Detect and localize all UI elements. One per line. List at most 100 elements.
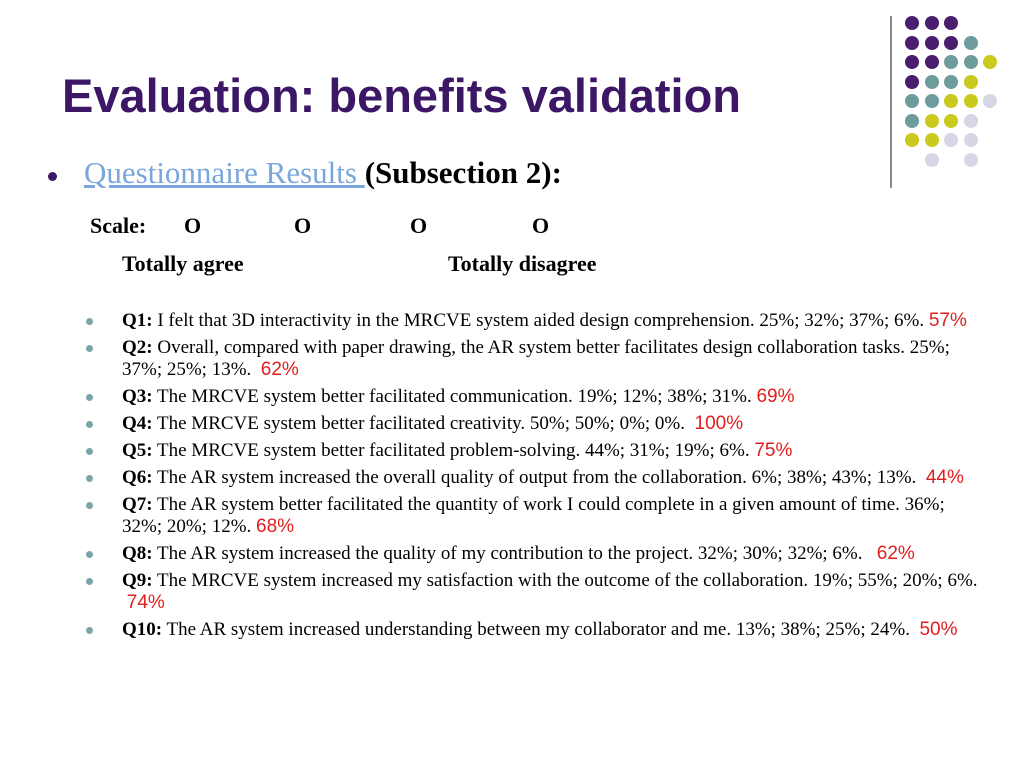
decorative-dot: [924, 94, 939, 108]
question-label: Q6:: [122, 467, 153, 488]
decorative-dot: [905, 16, 919, 30]
decorative-dot: [944, 113, 958, 128]
question-item: Q6: The AR system increased the overall …: [86, 467, 986, 489]
bullet-icon: [86, 551, 93, 558]
decorative-dot: [905, 94, 919, 108]
decorative-dot: [944, 35, 958, 50]
question-label: Q7:: [122, 494, 153, 515]
question-text: The AR system increased understanding be…: [162, 619, 910, 640]
decorative-dot: [905, 74, 919, 89]
question-text: I felt that 3D interactivity in the MRCV…: [152, 310, 925, 331]
decorative-dot: [983, 94, 997, 108]
decorative-dot: [924, 133, 939, 147]
scale-option-1: O: [184, 213, 202, 238]
question-item: Q8: The AR system increased the quality …: [86, 543, 986, 565]
scale-left-label: Totally agree: [122, 251, 244, 276]
agreement-percent: 62%: [260, 359, 299, 380]
divider-line: [890, 16, 892, 188]
decorative-dot: [963, 94, 978, 108]
question-item: Q10: The AR system increased understandi…: [86, 619, 986, 641]
decorative-dot: [963, 35, 978, 50]
bullet-icon: [86, 475, 93, 482]
decorative-dot: [924, 113, 939, 128]
question-label: Q8:: [122, 543, 153, 564]
question-label: Q2:: [122, 337, 153, 358]
scale-option-2: O: [294, 213, 312, 238]
decorative-dot: [944, 55, 958, 69]
decorative-dot: [924, 16, 939, 30]
decorative-dot: [924, 152, 939, 167]
decorative-dot-grid: [905, 16, 1015, 167]
agreement-percent: 57%: [928, 310, 967, 331]
question-text: The AR system increased the quality of m…: [152, 543, 863, 564]
question-label: Q10:: [122, 619, 163, 640]
question-label: Q1:: [122, 310, 153, 331]
decorative-dot: [944, 16, 958, 30]
agreement-percent: 44%: [925, 467, 964, 488]
bullet-icon: [86, 627, 93, 634]
question-item: Q5: The MRCVE system better facilitated …: [86, 440, 986, 462]
question-item: Q3: The MRCVE system better facilitated …: [86, 386, 986, 408]
question-text: The MRCVE system better facilitated prob…: [152, 440, 750, 461]
decorative-dot: [905, 133, 919, 147]
bullet-icon: [86, 448, 93, 455]
decorative-dot: [963, 74, 978, 89]
scale-label: Scale:: [90, 213, 147, 238]
question-item: Q7: The AR system better facilitated the…: [86, 494, 986, 538]
question-list: Q1: I felt that 3D interactivity in the …: [86, 310, 986, 646]
agreement-percent: 69%: [756, 386, 795, 407]
scale-option-4: O: [532, 213, 550, 238]
question-item: Q9: The MRCVE system increased my satisf…: [86, 570, 986, 614]
question-text: The AR system better facilitated the qua…: [122, 494, 945, 537]
decorative-dot: [944, 133, 958, 147]
agreement-percent: 74%: [126, 592, 165, 613]
agreement-percent: 68%: [256, 516, 295, 537]
question-item: Q1: I felt that 3D interactivity in the …: [86, 310, 986, 332]
decorative-dot: [905, 55, 919, 69]
decorative-dot: [924, 74, 939, 89]
question-item: Q4: The MRCVE system better facilitated …: [86, 413, 986, 435]
bullet-icon: [86, 421, 93, 428]
decorative-dot: [963, 133, 978, 147]
decorative-dot: [905, 113, 919, 128]
bullet-icon: [86, 578, 93, 585]
decorative-dot: [963, 152, 978, 167]
question-text: The AR system increased the overall qual…: [152, 467, 917, 488]
question-spacer: [916, 467, 926, 488]
questionnaire-results-link[interactable]: Questionnaire Results: [84, 155, 365, 190]
question-item: Q2: Overall, compared with paper drawing…: [86, 337, 986, 381]
scale-option-3: O: [410, 213, 428, 238]
bullet-icon: [86, 502, 93, 509]
question-label: Q9:: [122, 570, 153, 591]
question-spacer: [251, 359, 261, 380]
main-bullet-icon: [48, 172, 57, 181]
agreement-percent: 75%: [754, 440, 793, 461]
question-spacer: [685, 413, 695, 434]
bullet-icon: [86, 318, 93, 325]
decorative-dot: [924, 35, 939, 50]
question-text: The MRCVE system better facilitated comm…: [152, 386, 752, 407]
agreement-percent: 50%: [919, 619, 958, 640]
section-heading: Questionnaire Results (Subsection 2):: [84, 155, 562, 191]
decorative-dot: [963, 55, 978, 69]
agreement-percent: 100%: [694, 413, 744, 434]
decorative-dot: [905, 35, 919, 50]
question-label: Q5:: [122, 440, 153, 461]
decorative-dot: [924, 55, 939, 69]
question-text: The MRCVE system better facilitated crea…: [152, 413, 686, 434]
scale-right-label: Totally disagree: [448, 251, 597, 276]
decorative-dot: [963, 113, 978, 128]
decorative-dot: [944, 74, 958, 89]
question-text: The MRCVE system increased my satisfacti…: [152, 570, 978, 591]
bullet-icon: [86, 345, 93, 352]
question-text: Overall, compared with paper drawing, th…: [122, 337, 950, 380]
bullet-icon: [86, 394, 93, 401]
slide-title: Evaluation: benefits validation: [62, 69, 741, 122]
decorative-dot: [944, 94, 958, 108]
question-spacer: [863, 543, 877, 564]
decorative-dot: [983, 55, 997, 69]
subsection-label: (Subsection 2):: [364, 155, 562, 190]
question-label: Q3:: [122, 386, 153, 407]
agreement-percent: 62%: [876, 543, 915, 564]
question-label: Q4:: [122, 413, 153, 434]
